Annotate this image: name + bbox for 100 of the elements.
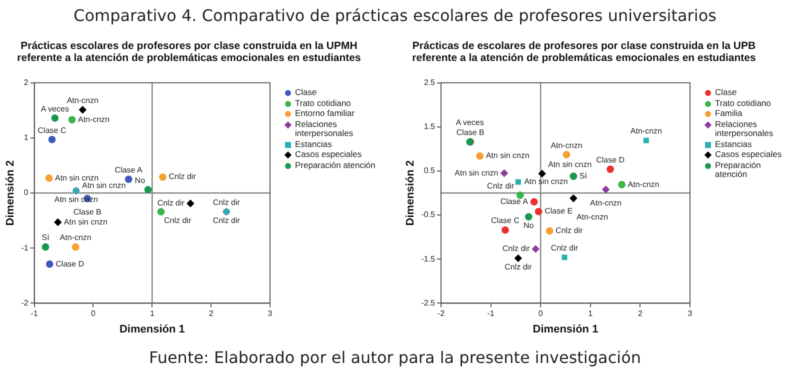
point <box>46 260 54 268</box>
text: Comparativo 4. Comparativo de prácticas escolares de profesores universitarios <box>72 6 718 25</box>
legend-label: Familia <box>715 108 742 118</box>
chart-title: Prácticas escolares de profesores por clase construida en la UPMH referente a la atención de problemáticas emocionales en estudiantes <box>16 40 362 64</box>
point <box>562 150 570 158</box>
y-tick-label: -2.5 <box>421 298 436 308</box>
legend-label: Trato cotidiano <box>715 98 771 108</box>
legend-label: Trato cotidiano <box>295 98 351 108</box>
point <box>186 200 194 208</box>
annotation: Atn-cnzn <box>628 180 660 189</box>
legend-label: Estancias <box>295 138 332 149</box>
x-tick-label: -1 <box>487 309 495 318</box>
point <box>618 180 626 188</box>
annotation: Atn sin cnzn <box>82 181 126 190</box>
annotation: Cnlz dir <box>212 198 240 207</box>
annotation: A veces <box>40 104 69 114</box>
point <box>54 218 62 226</box>
annotation: Atn sin cnzn <box>55 173 99 182</box>
point <box>157 208 165 216</box>
point <box>524 213 532 221</box>
point <box>570 172 578 180</box>
annotation: Clase E <box>544 206 573 216</box>
annotation: Atn-cnzn <box>78 114 110 124</box>
point <box>476 152 484 160</box>
point <box>42 243 50 251</box>
y-tick-label: 1 <box>24 133 29 142</box>
annotation: Cnlz dir <box>168 172 196 182</box>
annotation: No <box>134 176 146 185</box>
point <box>532 245 540 253</box>
point <box>72 243 80 251</box>
y-tick-label: 2.5 <box>424 78 436 88</box>
x-tick-label: 2 <box>208 309 214 318</box>
legend-label: Relaciones interpersonales <box>295 118 354 138</box>
point <box>515 179 521 185</box>
point <box>606 165 614 173</box>
annotation: Cnlz dir <box>212 216 240 225</box>
point <box>78 106 86 114</box>
y-tick-label: -1.5 <box>421 254 436 264</box>
point <box>530 198 538 206</box>
y-tick-label: -1 <box>21 243 29 252</box>
x-tick-label: 1 <box>588 309 594 318</box>
annotation: Cnlz dir <box>550 244 578 253</box>
legend-label: Clase <box>715 87 737 98</box>
point <box>159 173 166 181</box>
x-tick-label: 1 <box>150 309 155 318</box>
annotation: Atn-cnzn <box>630 126 662 136</box>
legend-label: Preparación atención <box>295 160 376 170</box>
x-tick-label: 3 <box>268 309 273 318</box>
annotation: Cnlz dir <box>556 226 584 236</box>
x-tick-label: 0 <box>538 309 544 318</box>
x-tick-label: 3 <box>688 309 693 318</box>
point <box>546 227 554 235</box>
x-tick-label: 0 <box>91 309 96 318</box>
x-tick-label: -2 <box>437 309 446 318</box>
annotation: Atn sin cnzn <box>454 168 498 178</box>
legend-label: Casos especiales <box>295 149 362 160</box>
point <box>643 138 649 144</box>
point <box>48 136 56 144</box>
legend-label: Casos especiales <box>715 149 782 160</box>
source-note: Fuente: Elaborado por el autor para la presente investigación <box>148 348 642 367</box>
chart-title: Prácticas de escolares de profesores por clase construida en la UPB referente a la atención de problemáticas emocionales en estudiantes <box>411 40 757 64</box>
annotation: Cnlz dir <box>502 244 530 254</box>
point <box>500 169 508 177</box>
point <box>502 226 509 234</box>
legend-label: Relaciones interpersonales <box>715 118 774 138</box>
annotation: Clase B <box>456 128 484 138</box>
legend-label: Entorno familiar <box>295 108 355 118</box>
point <box>45 174 53 182</box>
y-axis-title: Dimensión 2 <box>404 160 417 226</box>
y-tick-label: 0.5 <box>424 166 436 176</box>
x-axis-title: Dimensión 1 <box>119 323 185 336</box>
annotation: Atn-cnzn <box>550 140 582 150</box>
point <box>124 176 132 183</box>
y-tick-label: 2 <box>24 78 29 88</box>
annotation: Cnlz dir <box>157 198 185 208</box>
point <box>51 114 59 122</box>
annotation: Atn sin cnzn <box>64 217 108 226</box>
annotation: Cnlz dir <box>504 262 532 272</box>
point <box>570 194 578 202</box>
y-tick-label: -0.5 <box>421 210 436 220</box>
annotation: Sí <box>42 233 50 242</box>
legend-label: Estancias <box>715 138 752 149</box>
y-tick-label: -2 <box>21 298 29 308</box>
annotation: Clase C <box>38 126 66 135</box>
point <box>602 186 610 194</box>
annotation: Clase A <box>500 197 529 206</box>
point <box>68 116 76 124</box>
x-tick-label: 2 <box>638 309 643 318</box>
point <box>538 170 546 178</box>
annotation: Atn-cnzn <box>66 96 98 105</box>
annotation: Clase D <box>56 259 84 268</box>
point <box>144 186 152 194</box>
legend-label: Preparación atención <box>715 160 762 180</box>
annotation: No <box>524 221 534 230</box>
y-tick-label: 0 <box>24 188 29 198</box>
annotation: Atn-cnzn <box>60 233 92 242</box>
annotation: Cnlz dir <box>487 181 515 190</box>
point <box>516 192 524 199</box>
x-tick-label: -1 <box>30 309 38 318</box>
point <box>514 254 522 262</box>
